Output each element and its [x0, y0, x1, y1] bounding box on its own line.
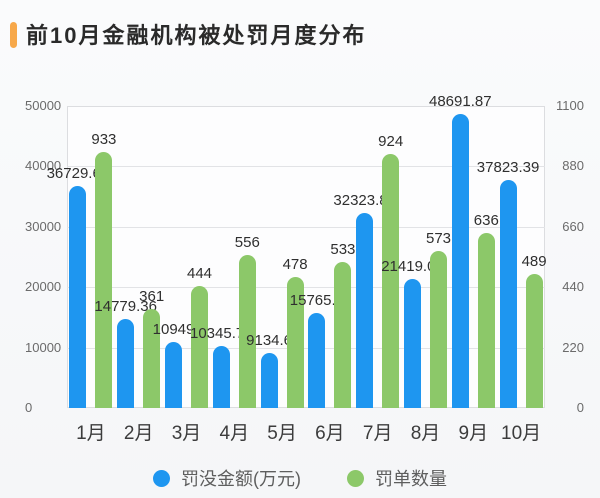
chart-legend: 罚没金额(万元) 罚单数量: [0, 462, 600, 494]
x-axis-label-4月: 4月: [219, 423, 250, 444]
right-axis-tick: 880: [562, 158, 584, 174]
x-axis-label-1月: 1月: [76, 423, 106, 444]
bar-amount-8月: [404, 278, 421, 408]
bar-label-count-6月: 533: [330, 240, 356, 258]
bar-label-count-8月: 573: [425, 229, 452, 247]
bar-amount-5月: [260, 352, 278, 408]
bar-amount-9月: [451, 113, 469, 408]
bar-count-6月: [334, 261, 352, 408]
bar-label-count-7月: 924: [378, 133, 404, 151]
x-axis-label-10月: 10月: [501, 423, 542, 444]
bar-label-count-3月: 444: [186, 265, 213, 283]
legend-item-count: 罚单数量: [347, 465, 447, 491]
x-axis-label-7月: 7月: [362, 423, 393, 444]
bar-label-amount-7月: 32323.81: [333, 191, 396, 209]
gridline: [67, 287, 545, 289]
right-axis-tick: 220: [562, 339, 584, 355]
right-axis-tick: 1100: [556, 98, 584, 113]
left-axis-tick: 10000: [25, 339, 62, 355]
legend-item-amount: 罚没金额(万元): [153, 465, 301, 491]
title-accent-bar: [10, 22, 17, 48]
right-axis-tick: 440: [562, 279, 584, 295]
bar-count-7月: [382, 154, 400, 408]
bar-amount-1月: [69, 186, 87, 408]
bar-amount-4月: [212, 345, 230, 408]
bar-amount-3月: [165, 341, 182, 408]
bar-label-amount-4月: 10345.76: [190, 324, 253, 342]
bar-label-count-2月: 361: [139, 287, 165, 305]
legend-dot-count-icon: [347, 469, 364, 487]
bar-label-count-9月: 636: [473, 212, 499, 230]
bar-label-amount-8月: 21419.03: [381, 257, 444, 275]
bar-label-count-10月: 489: [521, 252, 547, 270]
x-axis-label-5月: 5月: [267, 423, 297, 444]
bar-count-1月: [95, 151, 113, 408]
bar-count-5月: [286, 276, 304, 408]
page-title: 前10月金融机构被处罚月度分布: [26, 23, 367, 48]
x-axis-label-3月: 3月: [171, 423, 202, 444]
bar-count-10月: [525, 273, 543, 408]
x-axis-label-9月: 9月: [458, 423, 489, 444]
bar-amount-6月: [308, 312, 326, 408]
bar-count-2月: [143, 308, 161, 408]
x-axis-label-8月: 8月: [410, 423, 441, 444]
bar-label-count-1月: 933: [91, 130, 117, 148]
legend-label-amount: 罚没金额(万元): [181, 469, 301, 489]
bar-label-amount-3月: 10949: [152, 320, 195, 338]
bar-label-amount-5月: 9134.6: [246, 331, 293, 349]
x-axis-label-2月: 2月: [123, 423, 154, 444]
bar-label-amount-1月: 36729.68: [46, 165, 110, 183]
gridline: [67, 166, 545, 168]
bar-count-3月: [191, 286, 208, 408]
bar-label-count-4月: 556: [234, 234, 260, 252]
legend-label-count: 罚单数量: [375, 469, 447, 489]
bar-label-amount-2月: 14779.36: [94, 297, 157, 315]
right-axis-tick: 660: [562, 218, 584, 234]
bar-label-count-5月: 478: [282, 255, 308, 273]
right-axis-tick: 0: [576, 400, 584, 415]
left-axis-tick: 20000: [25, 279, 62, 295]
left-axis-tick: 30000: [25, 218, 62, 234]
bar-amount-7月: [356, 212, 374, 408]
left-axis-tick: 0: [25, 400, 33, 415]
bar-count-4月: [238, 255, 256, 408]
bar-label-amount-6月: 15765.6: [289, 291, 344, 309]
bar-label-amount-9月: 48691.87: [429, 92, 492, 110]
bar-amount-2月: [117, 318, 135, 408]
x-axis-label-6月: 6月: [315, 423, 345, 444]
gridline: [67, 347, 545, 349]
bar-label-amount-10月: 37823.39: [476, 158, 540, 176]
left-axis-tick: 50000: [25, 98, 62, 113]
left-axis-tick: 40000: [25, 158, 62, 174]
legend-dot-amount-icon: [153, 469, 170, 487]
bar-count-8月: [430, 250, 447, 408]
gridline: [67, 226, 545, 228]
bar-count-9月: [477, 233, 495, 408]
bar-amount-10月: [499, 179, 517, 408]
